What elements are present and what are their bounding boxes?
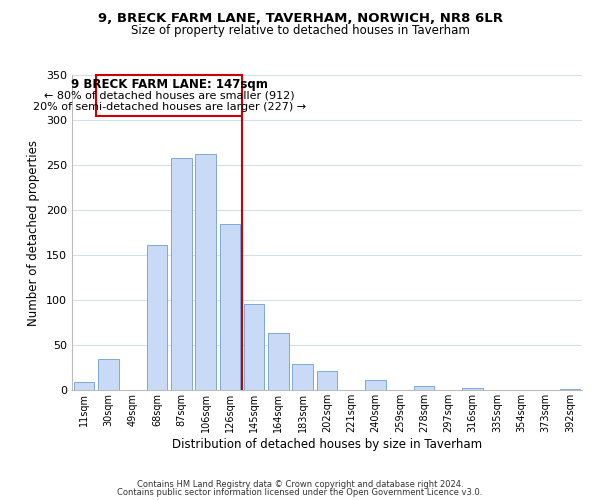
- Text: Contains HM Land Registry data © Crown copyright and database right 2024.: Contains HM Land Registry data © Crown c…: [137, 480, 463, 489]
- Bar: [463, 388, 483, 390]
- Bar: [414, 386, 434, 390]
- X-axis label: Distribution of detached houses by size in Taverham: Distribution of detached houses by size …: [172, 438, 482, 450]
- FancyBboxPatch shape: [96, 75, 242, 116]
- Bar: [317, 371, 337, 390]
- Text: ← 80% of detached houses are smaller (912): ← 80% of detached houses are smaller (91…: [44, 90, 295, 101]
- Text: 9, BRECK FARM LANE, TAVERHAM, NORWICH, NR8 6LR: 9, BRECK FARM LANE, TAVERHAM, NORWICH, N…: [97, 12, 503, 26]
- Bar: [220, 224, 240, 390]
- Bar: [98, 360, 119, 390]
- Bar: [195, 154, 216, 390]
- Text: 9 BRECK FARM LANE: 147sqm: 9 BRECK FARM LANE: 147sqm: [71, 78, 268, 90]
- Text: 20% of semi-detached houses are larger (227) →: 20% of semi-detached houses are larger (…: [32, 102, 306, 113]
- Bar: [146, 245, 167, 390]
- Text: Contains public sector information licensed under the Open Government Licence v3: Contains public sector information licen…: [118, 488, 482, 497]
- Bar: [74, 382, 94, 390]
- Bar: [365, 380, 386, 390]
- Text: Size of property relative to detached houses in Taverham: Size of property relative to detached ho…: [131, 24, 469, 37]
- Y-axis label: Number of detached properties: Number of detached properties: [28, 140, 40, 326]
- Bar: [560, 389, 580, 390]
- Bar: [268, 334, 289, 390]
- Bar: [171, 158, 191, 390]
- Bar: [292, 364, 313, 390]
- Bar: [244, 304, 265, 390]
